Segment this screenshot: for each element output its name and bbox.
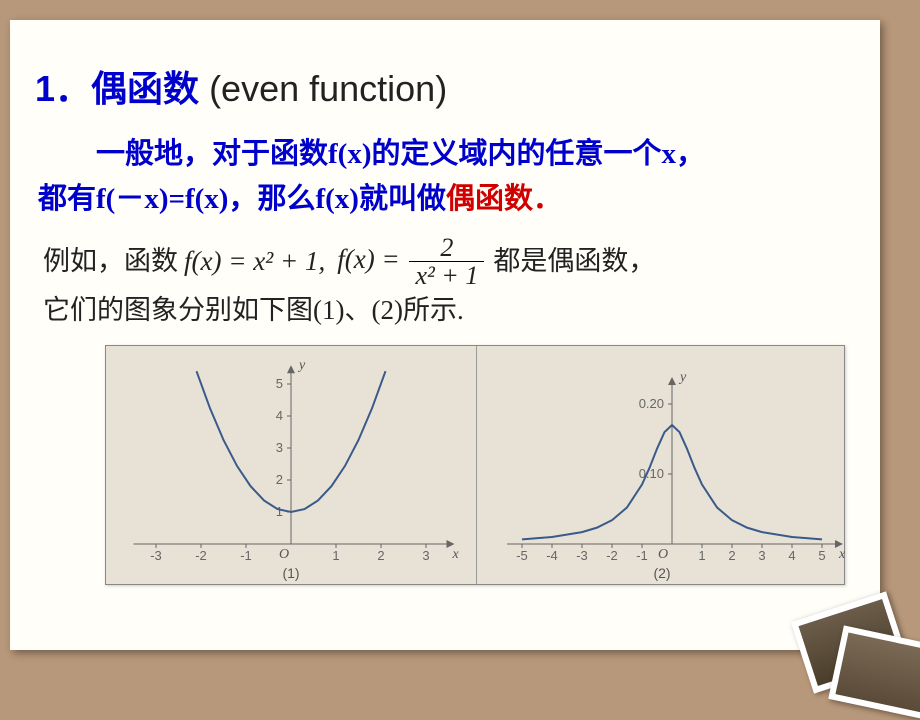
chart-1: -3 -2 -1 1 2 3 1 2 3 4 5 Oy x (1) xyxy=(106,346,476,584)
example-pre: 例如，函数 xyxy=(43,240,178,283)
svg-text:-1: -1 xyxy=(240,548,252,563)
svg-text:-3: -3 xyxy=(576,548,588,563)
svg-text:2: 2 xyxy=(728,548,735,563)
title-number: 1 xyxy=(35,68,55,109)
def-line1: 一般地，对于函数f(x)的定义域内的任意一个x， xyxy=(96,138,705,170)
title-chinese: 偶函数 xyxy=(91,68,199,109)
example-post: 都是偶函数， xyxy=(493,240,655,283)
frac-num: 2 xyxy=(409,234,484,262)
svg-text:3: 3 xyxy=(422,548,429,563)
fraction: 2x² + 1 xyxy=(406,234,487,290)
svg-text:O: O xyxy=(658,547,668,562)
svg-text:(2): (2) xyxy=(653,565,670,581)
svg-text:O: O xyxy=(279,547,289,562)
svg-text:-3: -3 xyxy=(150,548,162,563)
slide-title: 1．偶函数 (even function) xyxy=(35,60,860,112)
svg-text:5: 5 xyxy=(276,376,283,391)
chart-panel: -3 -2 -1 1 2 3 1 2 3 4 5 Oy x (1) -5 -4 -3 -2 -1 1 2 3 4 5 0.10… xyxy=(105,345,845,585)
decorative-photo xyxy=(828,625,920,719)
svg-text:x: x xyxy=(452,547,460,562)
svg-text:1: 1 xyxy=(698,548,705,563)
def-line2: 都有f(－x)=f(x)，那么f(x)就叫做 xyxy=(38,183,446,215)
svg-text:-2: -2 xyxy=(606,548,618,563)
example-line2: 它们的图象分别如下图(1)、(2)所示. xyxy=(43,289,852,332)
svg-text:-5: -5 xyxy=(516,548,528,563)
svg-text:2: 2 xyxy=(276,472,283,487)
formula-1: f(x) = x² + 1, xyxy=(178,240,331,283)
chart-1-svg: -3 -2 -1 1 2 3 1 2 3 4 5 Oy x (1) xyxy=(106,346,476,584)
svg-text:2: 2 xyxy=(377,548,384,563)
svg-text:-2: -2 xyxy=(195,548,207,563)
example-row1: 例如，函数 f(x) = x² + 1, f(x) = 2x² + 1 都是偶函… xyxy=(43,234,852,290)
svg-text:1: 1 xyxy=(332,548,339,563)
svg-text:y: y xyxy=(297,358,306,373)
definition-block: 一般地，对于函数f(x)的定义域内的任意一个x， 都有f(－x)=f(x)，那么… xyxy=(35,132,860,222)
title-english: (even function) xyxy=(199,68,447,109)
def-term: 偶函数． xyxy=(446,183,562,215)
svg-text:4: 4 xyxy=(276,408,283,423)
slide: 1．偶函数 (even function) 一般地，对于函数f(x)的定义域内的… xyxy=(10,20,880,650)
svg-text:0.20: 0.20 xyxy=(639,396,664,411)
svg-text:0.10: 0.10 xyxy=(639,466,664,481)
svg-text:-1: -1 xyxy=(636,548,648,563)
svg-text:y: y xyxy=(678,370,687,385)
title-dot: ． xyxy=(55,68,91,109)
svg-text:-4: -4 xyxy=(546,548,558,563)
frac-den: x² + 1 xyxy=(409,262,484,289)
decorative-photo-stack xyxy=(770,540,920,720)
formula-2: f(x) = 2x² + 1 xyxy=(331,234,493,290)
svg-text:(1): (1) xyxy=(282,565,299,581)
example-block: 例如，函数 f(x) = x² + 1, f(x) = 2x² + 1 都是偶函… xyxy=(35,234,860,333)
svg-text:3: 3 xyxy=(276,440,283,455)
svg-text:3: 3 xyxy=(758,548,765,563)
svg-text:1: 1 xyxy=(276,504,283,519)
